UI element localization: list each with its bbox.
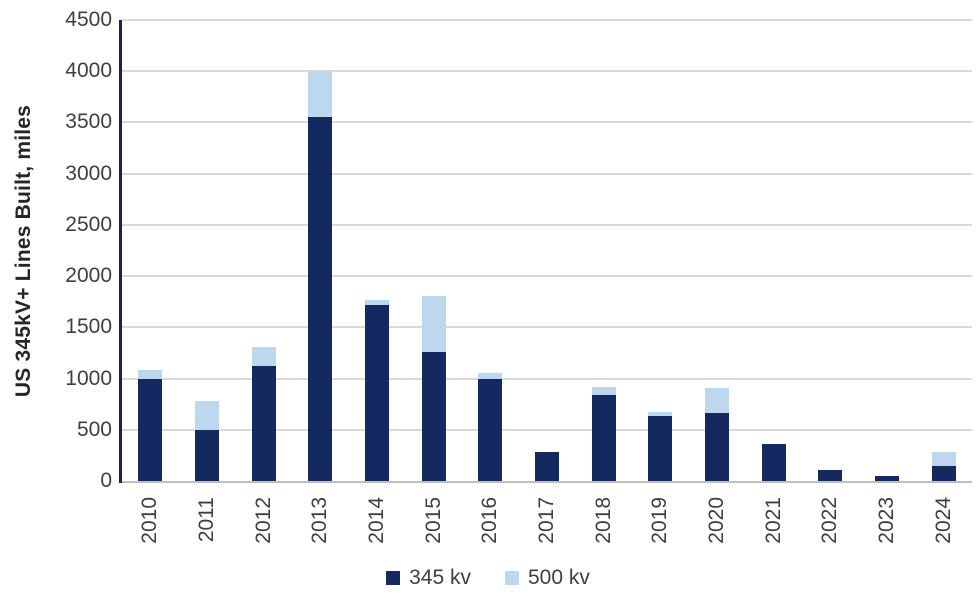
x-tick-label-text: 2022	[818, 496, 842, 544]
bar-2021-345kv	[761, 444, 786, 481]
gridline	[122, 19, 972, 21]
x-tick-label-text: 2018	[591, 496, 615, 544]
bar-2013-345kv	[308, 117, 333, 481]
bar-2011-500kv	[195, 401, 219, 430]
y-tick-label: 2000	[65, 264, 112, 288]
bar-2018-500kv	[591, 386, 616, 395]
gridline	[122, 223, 972, 226]
y-tick-label: 0	[100, 469, 112, 492]
x-tick-label-text: 2012	[251, 496, 275, 544]
bar-2022-345kv	[818, 469, 843, 481]
y-tick-label: 500	[76, 417, 112, 441]
x-tick-label: 2015	[404, 488, 464, 552]
bar-2010-345kv	[138, 378, 163, 481]
bar-2014-345kv	[365, 304, 389, 481]
y-axis-line	[119, 20, 122, 483]
x-tick-label-text: 2013	[308, 496, 332, 544]
x-tick-label-text: 2010	[138, 496, 162, 544]
y-tick-label: 1000	[65, 366, 112, 390]
gridline	[122, 428, 972, 431]
x-tick-label-text: 2020	[705, 496, 728, 544]
bar-2014-500kv	[365, 299, 389, 305]
x-tick-label: 2020	[687, 488, 747, 552]
bar-2023-345kv	[875, 475, 899, 481]
x-tick-label-text: 2016	[478, 496, 502, 544]
gridline	[122, 326, 972, 329]
gridline	[122, 172, 972, 175]
bar-2015-500kv	[421, 295, 446, 352]
gridline	[122, 121, 972, 124]
legend-swatch-500kv-icon	[505, 571, 519, 585]
legend-label-500kv: 500 kv	[528, 566, 590, 589]
x-tick-label: 2011	[177, 488, 237, 552]
y-tick-label: 1500	[65, 315, 112, 339]
legend-label-345kv: 345 kv	[409, 566, 471, 589]
bar-2013-500kv	[308, 71, 333, 118]
x-tick-label-text: 2019	[648, 496, 672, 544]
legend-swatch-345kv-icon	[386, 571, 401, 585]
y-tick-label: 4000	[65, 59, 112, 83]
bar-2024-500kv	[931, 452, 956, 466]
bar-2010-500kv	[138, 370, 163, 379]
bar-2018-345kv	[591, 394, 616, 481]
bar-2024-345kv	[931, 465, 956, 481]
x-axis-line	[122, 481, 972, 483]
x-tick-label: 2019	[630, 488, 690, 552]
bar-2016-345kv	[478, 378, 503, 481]
x-tick-label: 2016	[460, 488, 520, 552]
legend-item-345kv: 345 kv	[386, 566, 471, 590]
x-tick-label: 2021	[744, 488, 804, 552]
gridline	[122, 377, 972, 380]
x-tick-label: 2014	[347, 488, 407, 552]
x-tick-label-text: 2021	[761, 496, 785, 544]
x-tick-label: 2010	[120, 488, 180, 552]
x-tick-label: 2022	[800, 488, 860, 552]
x-tick-label: 2017	[517, 488, 577, 552]
bar-2011-345kv	[195, 429, 219, 481]
x-tick-label-text: 2024	[931, 496, 955, 544]
x-tick-label-text: 2011	[195, 497, 218, 543]
bar-2020-500kv	[705, 387, 729, 414]
bar-2015-345kv	[421, 351, 446, 481]
legend: 345 kv 500 kv	[0, 560, 976, 596]
legend-item-500kv: 500 kv	[505, 566, 590, 590]
x-tick-label: 2018	[574, 488, 634, 552]
x-tick-label-text: 2014	[365, 496, 388, 544]
x-tick-label: 2023	[857, 488, 917, 552]
y-axis-title: US 345kV+ Lines Built, miles	[2, 20, 46, 481]
bar-2012-500kv	[251, 346, 276, 367]
x-tick-label: 2012	[234, 488, 294, 552]
x-tick-label-text: 2017	[535, 496, 558, 544]
bar-2019-500kv	[648, 412, 673, 417]
bar-2017-345kv	[535, 452, 559, 481]
bar-2019-345kv	[648, 416, 673, 481]
y-tick-label: 2500	[65, 212, 112, 236]
gridline	[122, 70, 972, 73]
x-tick-label-text: 2015	[421, 496, 445, 544]
y-axis-title-text: US 345kV+ Lines Built, miles	[12, 104, 35, 397]
x-tick-label-text: 2023	[875, 496, 898, 544]
plot-area	[122, 19, 972, 481]
gridline	[122, 275, 972, 278]
y-tick-label: 4500	[65, 8, 112, 31]
y-tick-label: 3500	[65, 110, 112, 134]
bar-2012-345kv	[251, 366, 276, 481]
y-tick-label: 3000	[65, 161, 112, 185]
bar-2020-345kv	[705, 413, 729, 481]
x-axis-tick-labels: 2010 2011 2012 2013 2014 2015 2016 2017 2018 2019…	[122, 488, 972, 552]
x-tick-label: 2013	[290, 488, 350, 552]
bar-2016-500kv	[478, 373, 503, 379]
x-tick-label: 2024	[914, 488, 974, 552]
